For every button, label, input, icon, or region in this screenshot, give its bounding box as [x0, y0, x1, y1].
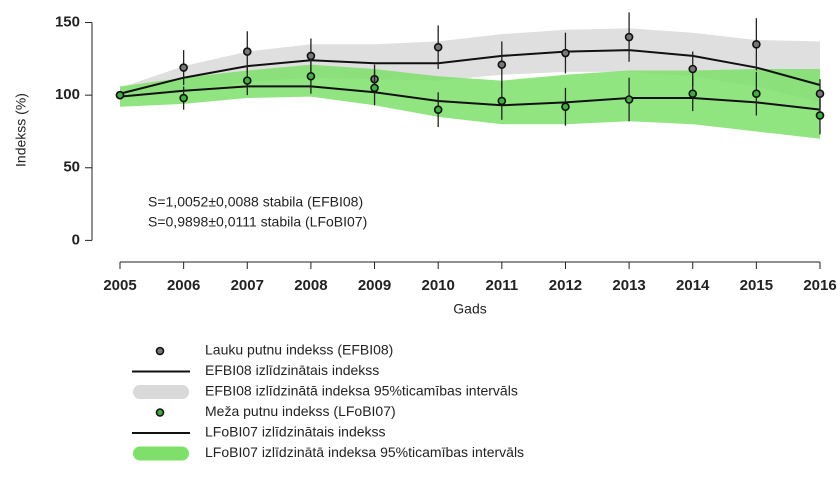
y-tick-label: 0	[72, 231, 80, 248]
data-point	[688, 64, 698, 74]
legend-symbol	[155, 346, 165, 356]
x-tick-label: 2014	[676, 277, 710, 294]
confidence-band	[120, 64, 820, 139]
data-point	[624, 95, 634, 104]
x-tick-label: 2008	[294, 277, 327, 294]
data-point	[688, 89, 698, 98]
legend-label: EFBI08 izlīdzinātā indeksa 95%ticamības …	[205, 383, 518, 399]
y-tick-label: 150	[55, 13, 80, 30]
legend-symbol	[133, 385, 189, 399]
x-tick-label: 2009	[358, 277, 391, 294]
legend-label: EFBI08 izlīdzinātais indekss	[205, 362, 379, 378]
x-tick-label: 2010	[421, 277, 454, 294]
data-point	[815, 89, 825, 98]
x-tick-label: 2016	[803, 277, 836, 294]
y-tick-label: 100	[55, 86, 80, 103]
data-point	[815, 111, 825, 120]
legend-label: Lauku putnu indekss (EFBI08)	[205, 342, 393, 358]
data-point	[561, 102, 570, 112]
data-point	[115, 90, 125, 100]
data-point	[561, 48, 570, 58]
x-tick-label: 2005	[103, 277, 136, 294]
x-tick-label: 2006	[167, 277, 200, 294]
x-tick-label: 2011	[486, 277, 519, 294]
data-point	[497, 60, 507, 69]
x-tick-label: 2012	[549, 277, 582, 294]
y-tick-label: 50	[63, 159, 80, 176]
data-point	[433, 42, 443, 52]
data-point	[433, 105, 443, 114]
data-point	[306, 51, 316, 61]
annotation: S=0,9898±0,0111 stabila (LFoBI07)	[148, 214, 367, 230]
x-tick-label: 2007	[231, 277, 264, 294]
data-point	[306, 71, 316, 81]
smoothed-line	[119, 49, 821, 95]
x-tick-label: 2013	[612, 277, 645, 294]
data-point	[752, 89, 761, 98]
legend-label: LFoBI07 izlīdzinātais indekss	[205, 424, 386, 440]
data-point	[752, 40, 761, 49]
data-point	[242, 76, 252, 85]
x-axis-label: Gads	[453, 301, 486, 317]
data-point	[370, 83, 379, 93]
data-point	[179, 63, 188, 72]
x-tick-label: 2015	[740, 277, 773, 294]
annotation: S=1,0052±0,0088 stabila (EFBI08)	[148, 194, 363, 210]
legend-symbol	[155, 408, 165, 417]
confidence-band	[120, 28, 820, 103]
data-point	[497, 96, 507, 106]
legend-symbol	[133, 446, 189, 461]
data-point	[179, 93, 188, 103]
smoothed-line	[119, 85, 821, 111]
data-point	[242, 47, 252, 56]
data-point	[624, 32, 634, 42]
legend-label: Meža putnu indekss (LFoBI07)	[205, 403, 396, 419]
legend-label: LFoBI07 izlīdzinātā indeksa 95%ticamības…	[205, 444, 524, 460]
y-axis-label: Indekss (%)	[13, 93, 29, 167]
